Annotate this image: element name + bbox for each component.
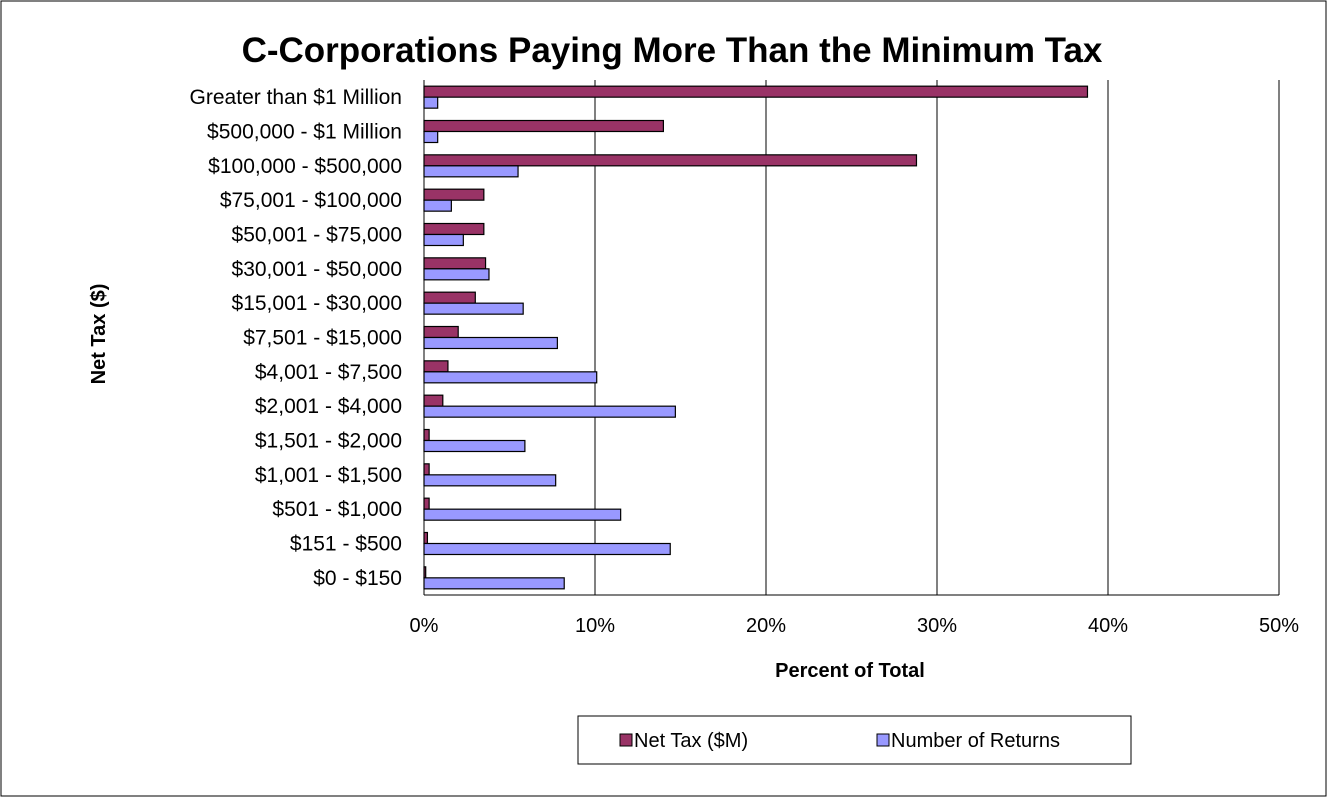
y-tick-label-151-500: $151 - $500 [290, 533, 402, 556]
bar-number-of-returns-30-001-50-000 [423, 268, 490, 281]
bar-number-of-returns-151-500 [423, 542, 671, 556]
y-tick-label-100-000-500-000: $100,000 - $500,000 [208, 155, 402, 178]
bar-net-tax-m-greater-than-1-million [423, 85, 1089, 98]
legend: Net Tax ($M) Number of Returns [577, 715, 1132, 765]
bar-net-tax-m-1-501-2-000 [423, 428, 430, 442]
y-axis-title: Net Tax ($) [88, 284, 110, 385]
bar-net-tax-m-1-001-1-500 [423, 463, 430, 476]
bar-number-of-returns-1-501-2-000 [423, 439, 526, 453]
y-tick-label-0-150: $0 - $150 [313, 567, 402, 590]
axis-lines [423, 80, 1279, 596]
y-tick-label-30-001-50-000: $30,001 - $50,000 [232, 258, 402, 281]
bar-number-of-returns-500-000-1-million [423, 130, 439, 144]
bar-number-of-returns-501-1-000 [423, 508, 622, 521]
legend-swatch-number-of-returns [876, 733, 890, 747]
y-tick-label-2-001-4-000: $2,001 - $4,000 [255, 395, 402, 418]
bar-net-tax-m-30-001-50-000 [423, 257, 487, 270]
bar-net-tax-m-7-501-15-000 [423, 325, 459, 339]
y-tick-label-7-501-15-000: $7,501 - $15,000 [243, 327, 402, 350]
bar-net-tax-m-50-001-75-000 [423, 222, 485, 236]
y-tick-label-50-001-75-000: $50,001 - $75,000 [232, 224, 402, 247]
chart-title: C-Corporations Paying More Than the Mini… [242, 31, 1103, 70]
legend-box [577, 715, 1132, 765]
x-tick-label-50: 50% [1259, 615, 1299, 637]
bar-number-of-returns-greater-than-1-million [423, 96, 439, 109]
x-axis-title: Percent of Total [775, 660, 925, 682]
bar-number-of-returns-15-001-30-000 [423, 302, 524, 315]
y-tick-label-greater-than-1-million: Greater than $1 Million [190, 86, 402, 109]
x-tick-label-0: 0% [410, 615, 439, 637]
y-tick-label-4-001-7-500: $4,001 - $7,500 [255, 361, 402, 384]
y-tick-label-75-001-100-000: $75,001 - $100,000 [220, 189, 402, 212]
bar-net-tax-m-2-001-4-000 [423, 394, 444, 407]
y-tick-label-500-000-1-million: $500,000 - $1 Million [207, 121, 402, 144]
bar-net-tax-m-100-000-500-000 [423, 154, 918, 167]
bar-number-of-returns-2-001-4-000 [423, 405, 676, 418]
bar-net-tax-m-501-1-000 [423, 497, 430, 510]
y-tick-label-15-001-30-000: $15,001 - $30,000 [232, 292, 402, 315]
y-tick-label-1-001-1-500: $1,001 - $1,500 [255, 464, 402, 487]
legend-label-net-tax: Net Tax ($M) [634, 730, 748, 752]
bar-net-tax-m-4-001-7-500 [423, 360, 449, 373]
bar-number-of-returns-4-001-7-500 [423, 371, 598, 384]
bars [423, 85, 1089, 590]
x-tick-label-40: 40% [1088, 615, 1128, 637]
x-tick-label-10: 10% [575, 615, 615, 637]
bar-number-of-returns-50-001-75-000 [423, 233, 464, 247]
x-tick-labels: 0% 10% 20% 30% 40% 50% [410, 615, 1300, 637]
legend-swatch-net-tax [619, 733, 633, 747]
bar-number-of-returns-75-001-100-000 [423, 199, 452, 212]
bar-net-tax-m-15-001-30-000 [423, 291, 476, 304]
y-tick-labels: Greater than $1 Million $500,000 - $1 Mil… [190, 86, 402, 590]
bar-number-of-returns-100-000-500-000 [423, 165, 519, 178]
bar-number-of-returns-0-150 [423, 577, 565, 590]
x-tick-label-20: 20% [746, 615, 786, 637]
bar-net-tax-m-500-000-1-million [423, 119, 664, 133]
bar-net-tax-m-151-500 [423, 531, 429, 545]
bar-net-tax-m-75-001-100-000 [423, 188, 485, 201]
x-tick-label-30: 30% [917, 615, 957, 637]
bar-number-of-returns-1-001-1-500 [423, 474, 557, 487]
bar-number-of-returns-7-501-15-000 [423, 336, 558, 350]
legend-label-number-of-returns: Number of Returns [891, 730, 1060, 752]
y-tick-label-501-1-000: $501 - $1,000 [272, 498, 402, 521]
y-tick-label-1-501-2-000: $1,501 - $2,000 [255, 430, 402, 453]
